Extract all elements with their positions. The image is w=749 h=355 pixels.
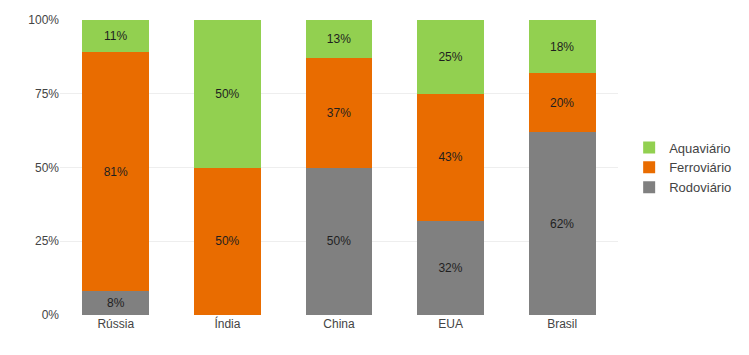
svg-text:0%: 0% <box>42 308 60 322</box>
svg-text:China: China <box>323 317 355 331</box>
svg-text:50%: 50% <box>215 87 239 101</box>
svg-text:50%: 50% <box>327 234 351 248</box>
svg-text:18%: 18% <box>550 40 574 54</box>
svg-text:20%: 20% <box>550 96 574 110</box>
svg-text:Índia: Índia <box>214 316 240 331</box>
svg-text:50%: 50% <box>215 234 239 248</box>
svg-text:13%: 13% <box>327 32 351 46</box>
svg-text:32%: 32% <box>438 261 462 275</box>
svg-text:50%: 50% <box>35 161 59 175</box>
svg-text:81%: 81% <box>104 165 128 179</box>
svg-text:Brasil: Brasil <box>547 317 577 331</box>
svg-text:Rússia: Rússia <box>97 317 134 331</box>
svg-text:Aquaviário: Aquaviário <box>669 141 730 156</box>
svg-text:Ferroviário: Ferroviário <box>669 160 731 175</box>
svg-text:100%: 100% <box>28 13 59 27</box>
svg-text:Rodoviário: Rodoviário <box>669 180 731 195</box>
svg-text:11%: 11% <box>104 29 127 43</box>
svg-text:8%: 8% <box>107 296 125 310</box>
svg-text:EUA: EUA <box>438 317 463 331</box>
svg-text:43%: 43% <box>438 150 462 164</box>
svg-text:75%: 75% <box>35 87 59 101</box>
svg-text:25%: 25% <box>438 50 462 64</box>
svg-text:37%: 37% <box>327 106 351 120</box>
svg-text:25%: 25% <box>35 234 59 248</box>
svg-text:62%: 62% <box>550 217 574 231</box>
